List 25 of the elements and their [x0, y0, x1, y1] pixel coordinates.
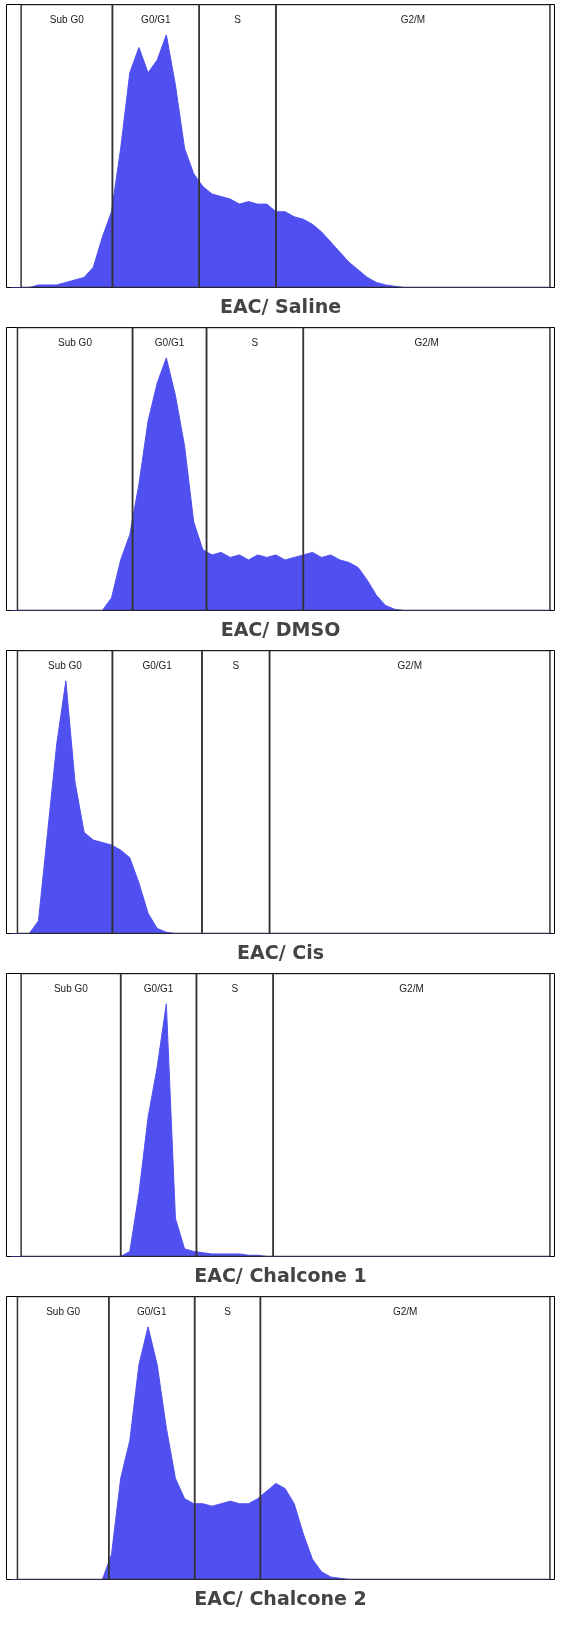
text: S — [232, 660, 240, 672]
text: G0/G1 — [143, 983, 174, 995]
text: EAC/ Chalcone 1 — [194, 1263, 367, 1286]
text: G2/M — [400, 14, 426, 26]
text: EAC/ Chalcone 2 — [194, 1586, 367, 1609]
text: Sub G0 — [48, 660, 83, 672]
text: EAC/ DMSO — [220, 617, 341, 640]
text: G2/M — [399, 983, 424, 995]
text: G2/M — [392, 1306, 418, 1318]
text: Sub G0 — [49, 14, 85, 26]
text: S — [231, 983, 239, 995]
text: S — [224, 1306, 232, 1318]
text: Sub G0 — [58, 337, 93, 349]
text: EAC/ Cis — [237, 940, 324, 963]
text: G0/G1 — [136, 1306, 167, 1318]
text: G0/G1 — [141, 14, 171, 26]
text: EAC/ Saline — [219, 294, 342, 317]
text: Sub G0 — [46, 1306, 81, 1318]
text: Sub G0 — [53, 983, 89, 995]
text: S — [234, 14, 242, 26]
text: G2/M — [414, 337, 439, 349]
text: G0/G1 — [142, 660, 173, 672]
text: S — [251, 337, 259, 349]
text: G0/G1 — [154, 337, 185, 349]
text: G2/M — [397, 660, 422, 672]
